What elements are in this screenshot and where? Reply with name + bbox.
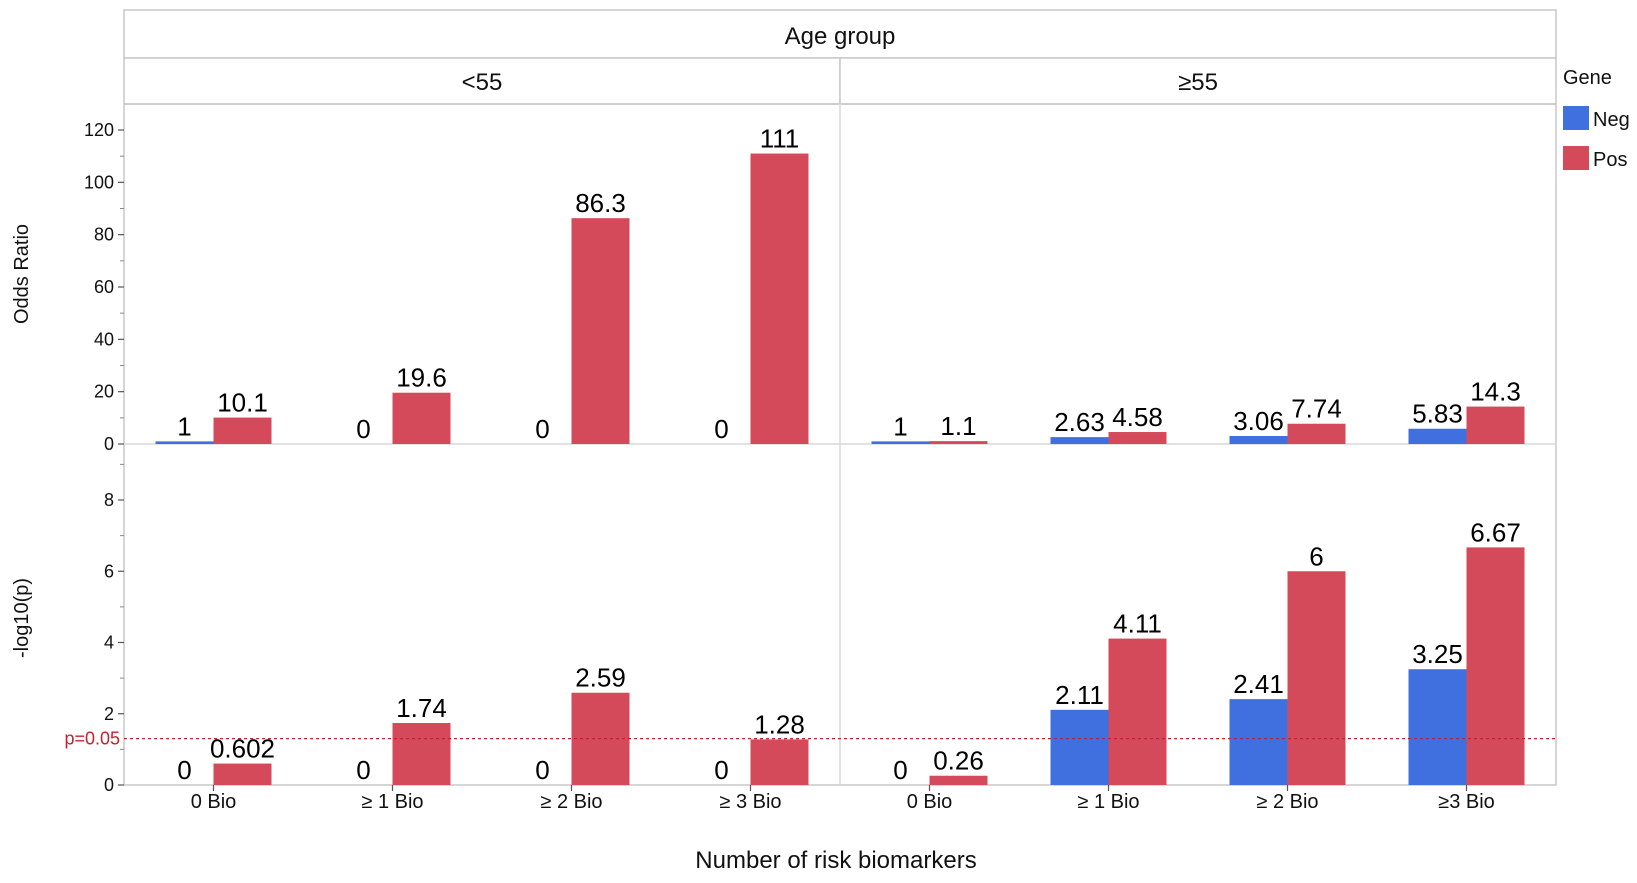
bar-pos xyxy=(213,763,272,785)
bar-pos xyxy=(392,392,451,444)
y-tick-label: 40 xyxy=(94,329,114,349)
x-tick-label: ≥ 3 Bio xyxy=(719,791,781,813)
data-label: 4.11 xyxy=(1113,609,1162,639)
facet-header-right-box xyxy=(839,57,1557,105)
bar-pos xyxy=(750,739,809,785)
data-label: 10.1 xyxy=(217,388,268,418)
bar-pos xyxy=(1466,547,1525,785)
data-label: 0 xyxy=(535,414,549,444)
data-label: 2.59 xyxy=(575,663,626,693)
y-tick-label: 80 xyxy=(94,225,114,245)
legend-swatch-neg xyxy=(1563,106,1589,130)
x-tick-label: ≥3 Bio xyxy=(1438,791,1495,813)
y-tick-label: 4 xyxy=(104,633,114,653)
bar-pos xyxy=(1108,638,1167,785)
data-label: 1.28 xyxy=(754,709,805,739)
bar-pos xyxy=(1287,423,1346,444)
facet-header-left: <55 xyxy=(462,69,503,96)
legend-label-neg: Neg xyxy=(1593,109,1630,131)
data-label: 1.74 xyxy=(396,693,447,723)
bar-pos xyxy=(1108,432,1167,444)
legend-swatch-pos xyxy=(1563,146,1589,170)
y-tick-label: 6 xyxy=(104,561,114,581)
data-label: 0 xyxy=(356,414,370,444)
y-tick-label: 20 xyxy=(94,382,114,402)
data-label: 14.3 xyxy=(1470,377,1521,407)
facet-title-box xyxy=(123,9,1557,59)
data-label: 2.63 xyxy=(1054,407,1105,437)
y-tick-label: 100 xyxy=(84,172,114,192)
facet-title: Age group xyxy=(785,23,896,50)
legend-label-pos: Pos xyxy=(1593,149,1627,171)
bar-pos xyxy=(392,723,451,785)
bar-neg xyxy=(1229,435,1288,444)
data-label: 0 xyxy=(893,755,907,785)
y-axis-title-top: Odds Ratio xyxy=(11,224,33,324)
data-label: 1.1 xyxy=(940,411,976,441)
bar-pos xyxy=(1287,571,1346,785)
y-tick-label: 120 xyxy=(84,120,114,140)
bar-neg xyxy=(1408,669,1467,785)
data-label: 2.41 xyxy=(1233,669,1284,699)
bar-pos xyxy=(750,153,809,445)
bar-pos xyxy=(929,441,988,444)
y-tick-label: 60 xyxy=(94,277,114,297)
y-tick-label: 0 xyxy=(104,775,114,795)
bar-neg xyxy=(1050,437,1109,444)
data-label: 19.6 xyxy=(396,363,447,393)
data-label: 0 xyxy=(714,414,728,444)
y-tick-label: 0 xyxy=(104,434,114,454)
data-label: 0.26 xyxy=(933,746,984,776)
data-label: 5.83 xyxy=(1412,399,1463,429)
bar-pos xyxy=(1466,406,1525,444)
legend-title: Gene xyxy=(1563,67,1612,89)
x-tick-label: 0 Bio xyxy=(191,791,237,813)
bar-neg xyxy=(871,441,930,444)
data-label: 7.74 xyxy=(1291,394,1342,424)
data-label: 4.58 xyxy=(1112,402,1163,432)
x-tick-label: ≥ 2 Bio xyxy=(540,791,602,813)
x-tick-label: ≥ 1 Bio xyxy=(1077,791,1139,813)
facet-header-right: ≥55 xyxy=(1178,69,1218,96)
y-tick-label: 2 xyxy=(104,704,114,724)
data-label: 3.25 xyxy=(1412,639,1463,669)
bar-pos xyxy=(213,417,272,444)
data-label: 0 xyxy=(177,755,191,785)
bar-pos xyxy=(929,775,988,785)
y-axis-title-bottom: -log10(p) xyxy=(11,578,33,658)
bar-neg xyxy=(1408,428,1467,444)
data-label: 0 xyxy=(356,755,370,785)
legend: Gene Neg Pos xyxy=(1563,67,1630,171)
data-label: 111 xyxy=(760,124,800,154)
x-tick-label: ≥ 1 Bio xyxy=(361,791,423,813)
data-label: 0.602 xyxy=(210,734,275,764)
data-label: 1 xyxy=(177,411,191,441)
bar-pos xyxy=(571,218,630,444)
data-label: 6.67 xyxy=(1470,517,1521,547)
facet-header-left-box xyxy=(123,57,841,105)
data-label: 2.11 xyxy=(1055,680,1104,710)
data-label: 0 xyxy=(714,755,728,785)
x-tick-label: ≥ 2 Bio xyxy=(1256,791,1318,813)
y-tick-label: 8 xyxy=(104,490,114,510)
data-label: 86.3 xyxy=(575,188,626,218)
data-label: 6 xyxy=(1309,541,1323,571)
data-label: 1 xyxy=(893,411,907,441)
reference-line-label: p=0.05 xyxy=(64,729,120,749)
bar-neg xyxy=(1050,709,1109,785)
x-axis-title: Number of risk biomarkers xyxy=(695,847,976,874)
x-tick-label: 0 Bio xyxy=(907,791,953,813)
bar-neg xyxy=(1229,699,1288,785)
data-label: 0 xyxy=(535,755,549,785)
data-label: 3.06 xyxy=(1233,406,1284,436)
bar-neg xyxy=(155,441,214,444)
